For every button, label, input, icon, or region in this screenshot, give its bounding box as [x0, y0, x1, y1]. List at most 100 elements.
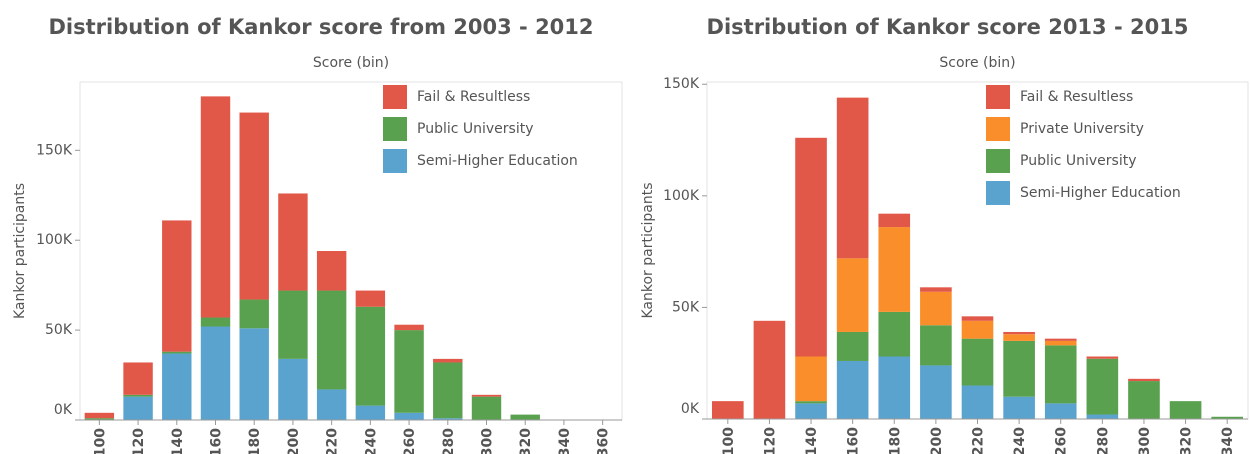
- bar-segment: [795, 401, 827, 404]
- x-tick-label: 340: [557, 428, 573, 454]
- x-tick-label: 180: [247, 428, 263, 454]
- bar-segment: [795, 403, 827, 419]
- x-tick-label: 260: [402, 428, 418, 454]
- bar-segment: [878, 356, 911, 419]
- x-tick-label: 100: [721, 427, 737, 454]
- bar-segment: [711, 401, 744, 419]
- bar-segment: [920, 287, 952, 292]
- y-tick-label: 150K: [663, 76, 700, 92]
- legend-swatch: [986, 149, 1010, 173]
- x-axis-label: Score (bin): [939, 55, 1015, 71]
- bar-segment: [920, 325, 952, 366]
- x-tick-label: 280: [1095, 427, 1111, 454]
- bar-segment: [836, 360, 869, 419]
- bar-segment: [355, 405, 386, 420]
- x-axis-label: Score (bin): [313, 55, 389, 71]
- bar-segment: [1211, 416, 1244, 419]
- bar-segment: [1003, 334, 1035, 341]
- bar-segment: [961, 338, 994, 386]
- x-tick-label: 140: [804, 427, 820, 454]
- y-tick-label: 0K: [681, 401, 700, 417]
- bar-segment: [84, 418, 115, 420]
- y-tick-label: 50K: [672, 299, 700, 315]
- legend-label: Fail & Resultless: [417, 89, 530, 105]
- x-tick-label: 220: [325, 428, 341, 454]
- y-axis-label: Kankor participants: [640, 182, 656, 318]
- bar-segment: [1044, 403, 1077, 419]
- bar-segment: [1003, 340, 1035, 397]
- x-tick-label: 200: [929, 427, 945, 454]
- x-tick-label: 120: [131, 428, 147, 454]
- bar-segment: [200, 326, 231, 420]
- y-tick-label: 50K: [45, 322, 73, 338]
- bar-segment: [1044, 340, 1077, 346]
- bar-segment: [961, 385, 994, 419]
- bar-segment: [239, 299, 269, 329]
- y-tick-label: 150K: [36, 142, 73, 158]
- bar-segment: [836, 258, 869, 332]
- bar-segment: [836, 331, 869, 361]
- bar-segment: [123, 394, 153, 397]
- legend-swatch: [383, 117, 407, 141]
- y-tick-label: 0K: [54, 402, 73, 418]
- legend-swatch: [986, 85, 1010, 109]
- bar-segment: [471, 394, 502, 397]
- bar-segment: [510, 414, 540, 420]
- y-tick-label: 100K: [663, 188, 700, 204]
- bar-segment: [878, 227, 911, 312]
- bar-segment: [200, 96, 231, 318]
- bar-segment: [920, 291, 952, 326]
- bar-segment: [1128, 381, 1160, 419]
- bar-segment: [278, 358, 308, 420]
- bar-segment: [123, 362, 153, 395]
- x-tick-label: 320: [1179, 427, 1195, 454]
- x-tick-label: 120: [762, 427, 778, 454]
- bar-segment: [961, 320, 994, 339]
- bar-segment: [1169, 401, 1202, 419]
- legend-label: Semi-Higher Education: [1020, 185, 1181, 201]
- bar-segment: [920, 365, 952, 419]
- bar-segment: [433, 358, 463, 363]
- x-tick-label: 100: [92, 428, 108, 454]
- bar-segment: [1044, 338, 1077, 341]
- bar-segment: [316, 251, 347, 291]
- x-tick-label: 240: [363, 428, 379, 454]
- legend-swatch: [383, 149, 407, 173]
- bar-segment: [239, 328, 269, 420]
- x-tick-label: 160: [846, 427, 862, 454]
- legend-swatch: [986, 117, 1010, 141]
- y-tick-label: 100K: [36, 232, 73, 248]
- bar-segment: [1003, 331, 1035, 335]
- bar-segment: [316, 290, 347, 390]
- bar-segment: [878, 311, 911, 357]
- bar-segment: [162, 220, 192, 352]
- bar-segment: [433, 362, 463, 419]
- bar-segment: [239, 112, 269, 300]
- bar-segment: [278, 193, 308, 291]
- bar-segment: [278, 290, 308, 359]
- plot-frame: [79, 81, 623, 421]
- bar-segment: [1003, 396, 1035, 419]
- bar-segment: [961, 316, 994, 321]
- x-tick-label: 200: [286, 428, 302, 454]
- chart-title: Distribution of Kankor score from 2003 -…: [48, 15, 593, 39]
- bar-segment: [471, 396, 502, 420]
- x-tick-label: 360: [596, 428, 612, 454]
- bar-segment: [394, 412, 424, 420]
- bar-segment: [1086, 358, 1119, 415]
- bar-segment: [1044, 345, 1077, 404]
- bar-segment: [753, 320, 786, 419]
- legend-label: Fail & Resultless: [1020, 89, 1133, 105]
- bar-segment: [1128, 378, 1160, 382]
- x-tick-label: 280: [441, 428, 457, 454]
- bar-segment: [394, 324, 424, 331]
- legend-label: Public University: [417, 121, 534, 137]
- bar-segment: [123, 396, 153, 420]
- legend-swatch: [383, 85, 407, 109]
- bar-segment: [433, 418, 463, 420]
- bar-segment: [84, 412, 115, 419]
- bar-segment: [1086, 414, 1119, 419]
- y-axis-label: Kankor participants: [12, 183, 28, 319]
- bar-segment: [795, 356, 827, 402]
